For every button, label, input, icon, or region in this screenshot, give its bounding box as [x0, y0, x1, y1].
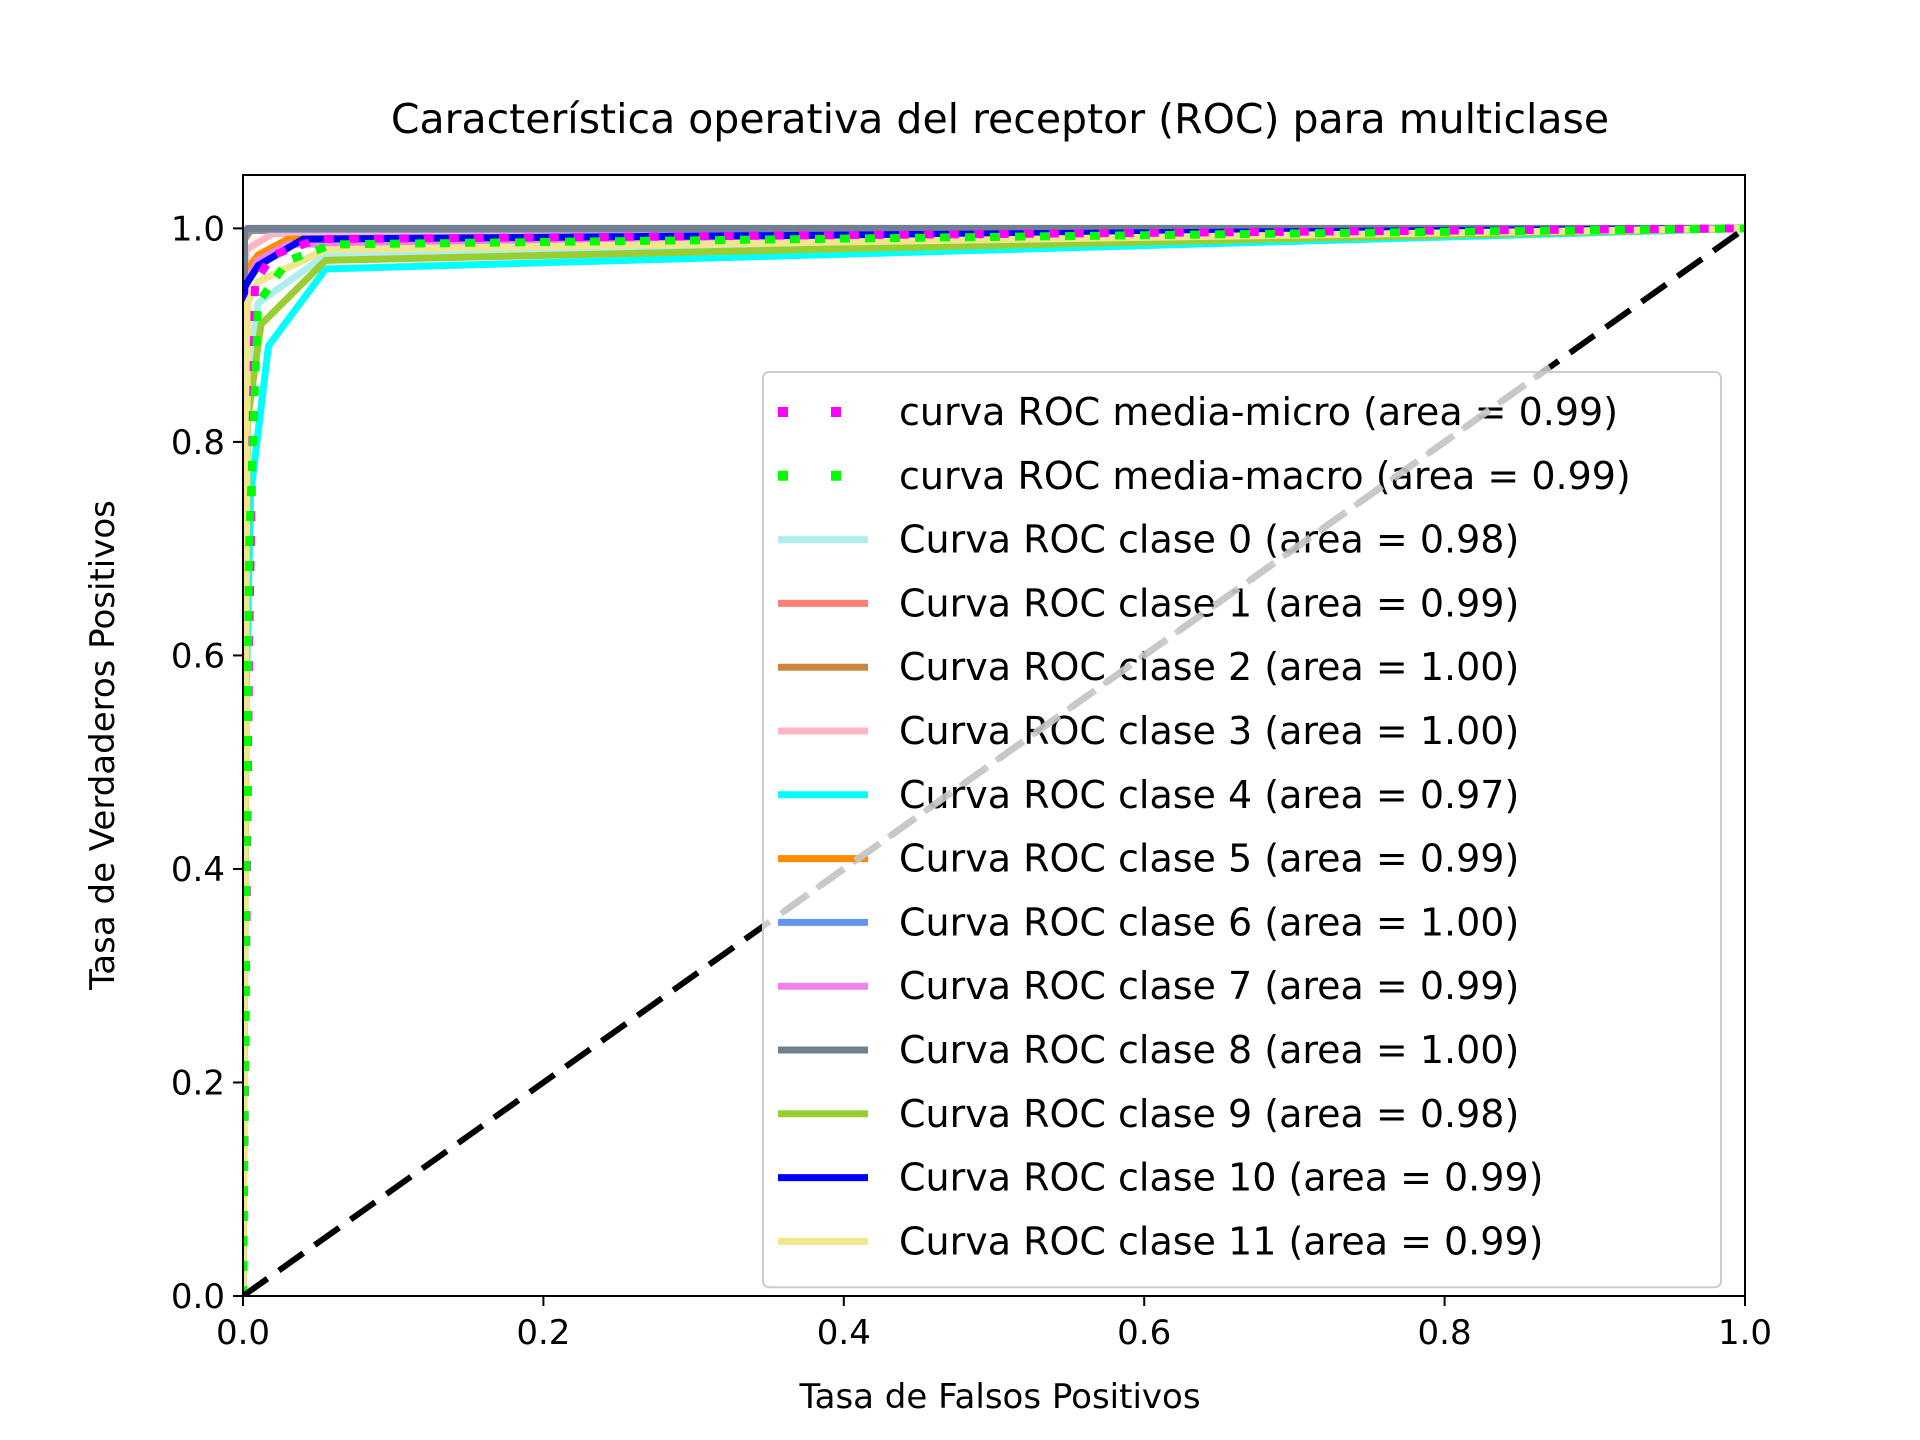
x-axis: 0.0 0.2 0.4 0.6 0.8 1.0 [216, 1296, 1772, 1353]
x-tick-label: 0.4 [817, 1313, 871, 1353]
series-line-13 [243, 224, 1745, 1296]
chart-title: Característica operativa del receptor (R… [391, 95, 1609, 143]
legend-label: curva ROC media-micro (area = 0.99) [899, 390, 1618, 434]
y-tick-label: 0.6 [171, 636, 225, 676]
axes-frame [242, 174, 1746, 1297]
legend-box [762, 371, 1722, 1289]
legend-label: Curva ROC clase 3 (area = 1.00) [899, 709, 1519, 753]
legend-label: Curva ROC clase 9 (area = 0.98) [899, 1092, 1519, 1136]
x-tick-label: 0.0 [216, 1313, 270, 1353]
x-axis-label: Tasa de Falsos Positivos [798, 1377, 1200, 1417]
x-tick-label: 1.0 [1718, 1313, 1772, 1353]
y-tick-label: 1.0 [171, 209, 225, 249]
y-axis-label: Tasa de Verdaderos Positivos [83, 500, 123, 991]
legend-label: Curva ROC clase 2 (area = 1.00) [899, 645, 1519, 689]
x-tick-label: 0.2 [516, 1313, 570, 1353]
legend-label: Curva ROC clase 1 (area = 0.99) [899, 581, 1519, 625]
legend-label: Curva ROC clase 7 (area = 0.99) [899, 964, 1519, 1008]
legend: curva ROC media-micro (area = 0.99) curva… [762, 364, 1722, 1289]
x-tick-label: 0.6 [1117, 1313, 1171, 1353]
legend-label: Curva ROC clase 8 (area = 1.00) [899, 1028, 1519, 1072]
y-tick-label: 0.8 [171, 423, 225, 463]
legend-label: Curva ROC clase 11 (area = 0.99) [899, 1219, 1543, 1263]
reference-diagonal-overlay [781, 364, 1552, 915]
legend-label: Curva ROC clase 0 (area = 0.98) [899, 518, 1519, 562]
legend-label: Curva ROC clase 5 (area = 0.99) [899, 837, 1519, 881]
y-tick-label: 0.4 [171, 850, 225, 890]
y-tick-label: 0.0 [171, 1277, 225, 1317]
legend-label: Curva ROC clase 4 (area = 0.97) [899, 773, 1519, 817]
legend-label: curva ROC media-macro (area = 0.99) [899, 454, 1631, 498]
plot-area [242, 174, 1746, 1297]
legend-label: Curva ROC clase 10 (area = 0.99) [899, 1156, 1543, 1200]
y-axis: 0.0 0.2 0.4 0.6 0.8 1.0 [171, 209, 243, 1317]
y-tick-label: 0.2 [171, 1063, 225, 1103]
legend-label: Curva ROC clase 6 (area = 1.00) [899, 900, 1519, 944]
x-tick-label: 0.8 [1418, 1313, 1472, 1353]
